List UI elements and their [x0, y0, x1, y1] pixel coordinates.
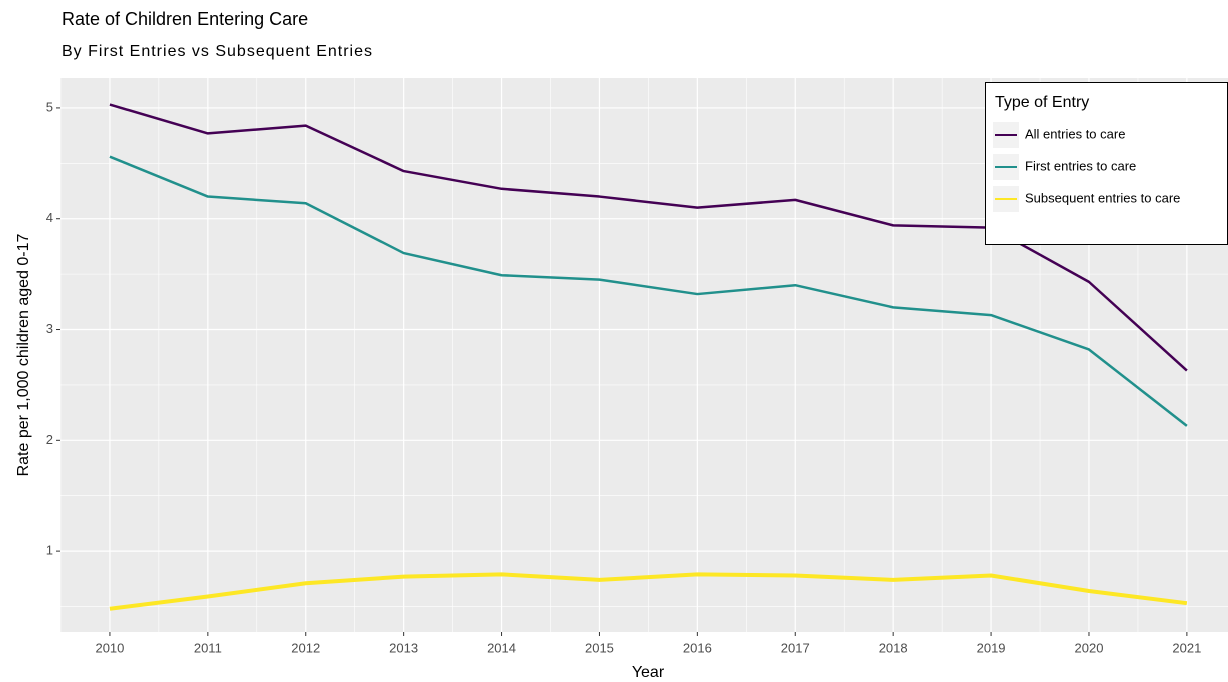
x-tick-label: 2021: [1172, 640, 1201, 655]
y-tick-label: 4: [46, 210, 53, 225]
x-tick-label: 2018: [879, 640, 908, 655]
x-tick-label: 2010: [95, 640, 124, 655]
x-tick-label: 2019: [977, 640, 1006, 655]
y-tick-label: 5: [46, 99, 53, 114]
chart-subtitle: By First Entries vs Subsequent Entries: [62, 43, 373, 60]
x-tick-label: 2017: [781, 640, 810, 655]
y-tick-label: 1: [46, 543, 53, 558]
y-tick-label: 2: [46, 432, 53, 447]
x-tick-label: 2016: [683, 640, 712, 655]
y-axis-label: Rate per 1,000 children aged 0-17: [15, 233, 32, 476]
legend-label: All entries to care: [1025, 126, 1125, 141]
legend-label: Subsequent entries to care: [1025, 190, 1180, 205]
series-line: [109, 155, 1188, 427]
legend-label: First entries to care: [1025, 158, 1136, 173]
x-tick-label: 2014: [487, 640, 516, 655]
y-tick-label: 3: [46, 321, 53, 336]
x-axis-label: Year: [632, 664, 665, 681]
legend-box: [985, 82, 1228, 245]
x-tick-label: 2020: [1075, 640, 1104, 655]
x-tick-label: 2011: [194, 640, 222, 655]
series-line: [109, 572, 1188, 611]
x-tick-label: 2013: [389, 640, 418, 655]
legend-title: Type of Entry: [995, 94, 1089, 111]
x-tick-label: 2012: [291, 640, 320, 655]
x-tick-label: 2015: [585, 640, 614, 655]
chart-title: Rate of Children Entering Care: [62, 9, 308, 29]
